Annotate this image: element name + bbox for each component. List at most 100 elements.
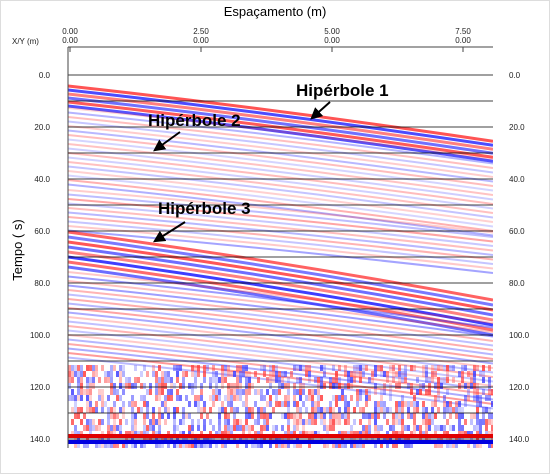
noise <box>302 365 305 371</box>
noise <box>317 401 320 407</box>
noise <box>323 407 326 413</box>
y-tick-label: 80.0 <box>509 279 525 288</box>
noise <box>122 383 125 389</box>
noise <box>173 419 176 425</box>
noise <box>359 419 362 425</box>
noise <box>329 401 332 407</box>
noise <box>443 365 446 371</box>
noise <box>362 413 365 419</box>
noise <box>86 365 89 371</box>
noise <box>431 365 434 371</box>
noise <box>428 425 431 431</box>
noise <box>410 383 413 389</box>
noise <box>398 407 401 413</box>
noise <box>233 419 236 425</box>
noise <box>434 371 437 377</box>
noise <box>191 371 194 377</box>
noise <box>407 401 410 407</box>
noise <box>236 383 239 389</box>
noise <box>431 377 434 383</box>
noise <box>125 383 128 389</box>
reflector <box>68 174 493 228</box>
noise <box>95 425 98 431</box>
noise <box>446 389 449 395</box>
noise <box>338 419 341 425</box>
noise <box>356 443 359 448</box>
noise <box>224 425 227 431</box>
noise <box>374 401 377 407</box>
noise <box>401 377 404 383</box>
noise <box>116 413 119 419</box>
y-tick-label: 20.0 <box>509 123 525 132</box>
noise <box>131 443 134 448</box>
noise <box>263 365 266 371</box>
noise <box>143 425 146 431</box>
noise <box>233 371 236 377</box>
noise <box>71 371 74 377</box>
noise <box>431 419 434 425</box>
reflector <box>68 207 493 252</box>
noise <box>290 371 293 377</box>
noise <box>311 413 314 419</box>
noise <box>80 389 83 395</box>
noise <box>401 395 404 401</box>
noise <box>263 395 266 401</box>
noise <box>245 425 248 431</box>
noise <box>113 407 116 413</box>
noise <box>203 377 206 383</box>
noise <box>362 365 365 371</box>
reflector <box>68 325 493 378</box>
noise <box>167 377 170 383</box>
noise <box>392 371 395 377</box>
noise <box>389 407 392 413</box>
noise <box>230 371 233 377</box>
noise <box>299 383 302 389</box>
y-tick-label: 0.0 <box>509 71 521 80</box>
reflector <box>68 202 493 247</box>
noise <box>383 401 386 407</box>
noise <box>278 401 281 407</box>
noise <box>68 371 71 377</box>
noise <box>203 425 206 431</box>
noise <box>302 383 305 389</box>
noise <box>428 413 431 419</box>
noise <box>215 371 218 377</box>
noise <box>467 395 470 401</box>
noise <box>194 377 197 383</box>
noise <box>89 377 92 383</box>
noise <box>488 419 491 425</box>
noise <box>470 383 473 389</box>
noise <box>260 425 263 431</box>
noise <box>149 419 152 425</box>
noise <box>344 371 347 377</box>
noise <box>290 413 293 419</box>
noise <box>296 443 299 448</box>
noise <box>332 377 335 383</box>
noise <box>212 389 215 395</box>
reflector <box>68 275 493 329</box>
noise <box>377 425 380 431</box>
noise <box>443 407 446 413</box>
reflector <box>68 338 493 392</box>
noise <box>368 425 371 431</box>
noise <box>398 371 401 377</box>
noise <box>248 413 251 419</box>
noise <box>287 377 290 383</box>
noise <box>122 389 125 395</box>
noise <box>89 395 92 401</box>
noise <box>428 389 431 395</box>
noise <box>305 419 308 425</box>
noise <box>329 413 332 419</box>
noise <box>101 365 104 371</box>
noise <box>272 389 275 395</box>
noise <box>164 395 167 401</box>
noise <box>281 383 284 389</box>
noise <box>164 371 167 377</box>
noise <box>275 401 278 407</box>
noise <box>74 425 77 431</box>
noise <box>434 401 437 407</box>
reflector <box>68 334 493 387</box>
noise <box>410 401 413 407</box>
noise <box>98 425 101 431</box>
noise <box>101 407 104 413</box>
